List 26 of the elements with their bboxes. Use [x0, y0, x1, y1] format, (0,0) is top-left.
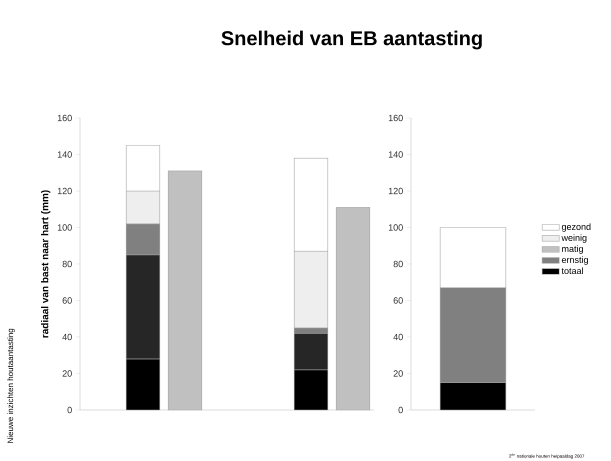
text: Nieuwe inzichten houtaantasting [7, 328, 15, 443]
y-tick-label: 120 [388, 188, 403, 194]
y-tick-label: 60 [62, 297, 72, 304]
y-tick-label: 20 [62, 370, 72, 377]
y-tick-label: 60 [394, 297, 403, 304]
y-tick-label: 140 [58, 151, 72, 158]
y-tick-label: 40 [393, 334, 403, 340]
y-axis-title: radiaal van bast naar hart (mm) [40, 190, 50, 338]
y-tick-label: 120 [58, 188, 72, 194]
y-tick-label: 80 [62, 260, 72, 268]
legend-label: ernstig [562, 256, 588, 265]
y-tick-label: 160 [388, 114, 403, 122]
y-tick-label: 20 [394, 370, 403, 377]
y-tick-label: 80 [394, 260, 403, 268]
y-tick-label: 40 [62, 334, 72, 340]
y-tick-label: 100 [58, 224, 72, 231]
legend-label: matig [562, 245, 583, 254]
legend-label: gezond [562, 223, 590, 232]
y-tick-label: 100 [388, 224, 403, 231]
chart-title: Snelheid van EB aantasting [221, 30, 482, 50]
legend-label: weinig [562, 234, 586, 243]
y-tick-label: 140 [388, 151, 403, 158]
y-tick-label: 0 [398, 406, 403, 414]
y-tick-label: 160 [58, 114, 72, 122]
legend-label: totaal [562, 267, 583, 274]
y-tick-label: 0 [68, 406, 72, 414]
